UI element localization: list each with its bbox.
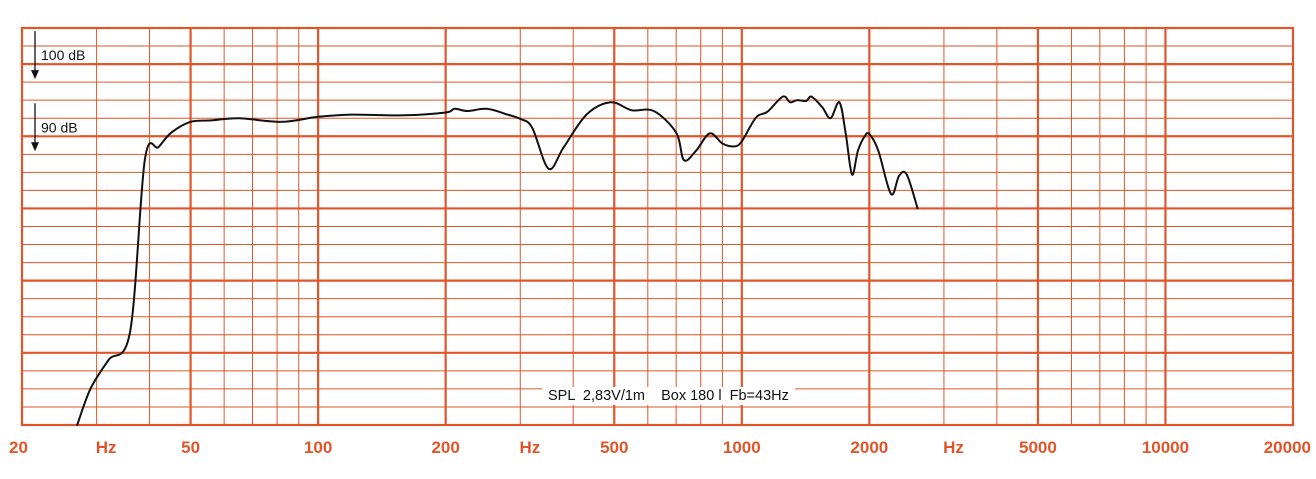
x-tick-label: 50 [181,438,200,457]
x-unit-label: Hz [943,438,964,457]
db-label: 100 dB [41,47,85,63]
x-tick-label: 2000 [850,438,888,457]
db-label-background [39,119,80,136]
db-label-background [39,47,89,64]
db-arrow-head [31,142,39,152]
db-marker: 100 dB [31,31,89,80]
x-tick-labels: 20 50 100 200 500 1000 2000 5000 10000 20000 Hz Hz H… [9,438,1311,457]
x-unit-label: Hz [96,438,117,457]
grid [20,26,1295,427]
annotation-text: SPL 2,83V/1m Box 180 l Fb=43Hz [548,388,789,404]
x-tick-label: 500 [600,438,628,457]
x-tick-label: 20 [9,438,28,457]
db-marker: 90 dB [31,103,80,152]
annotation-background [542,387,795,405]
x-unit-label: Hz [519,438,540,457]
x-tick-label: 5000 [1019,438,1057,457]
db-labels: 100 dB 90 dB [31,31,89,152]
annotation: SPL 2,83V/1m Box 180 l Fb=43Hz [542,387,795,405]
x-tick-label: 20000 [1264,438,1311,457]
db-label: 90 dB [41,119,78,135]
db-arrow-head [31,70,39,80]
x-tick-label: 1000 [723,438,761,457]
x-tick-label: 10000 [1142,438,1189,457]
plot-frame [20,26,1295,427]
spl-curve [76,95,919,426]
x-tick-label: 100 [304,438,332,457]
x-tick-label: 200 [431,438,459,457]
